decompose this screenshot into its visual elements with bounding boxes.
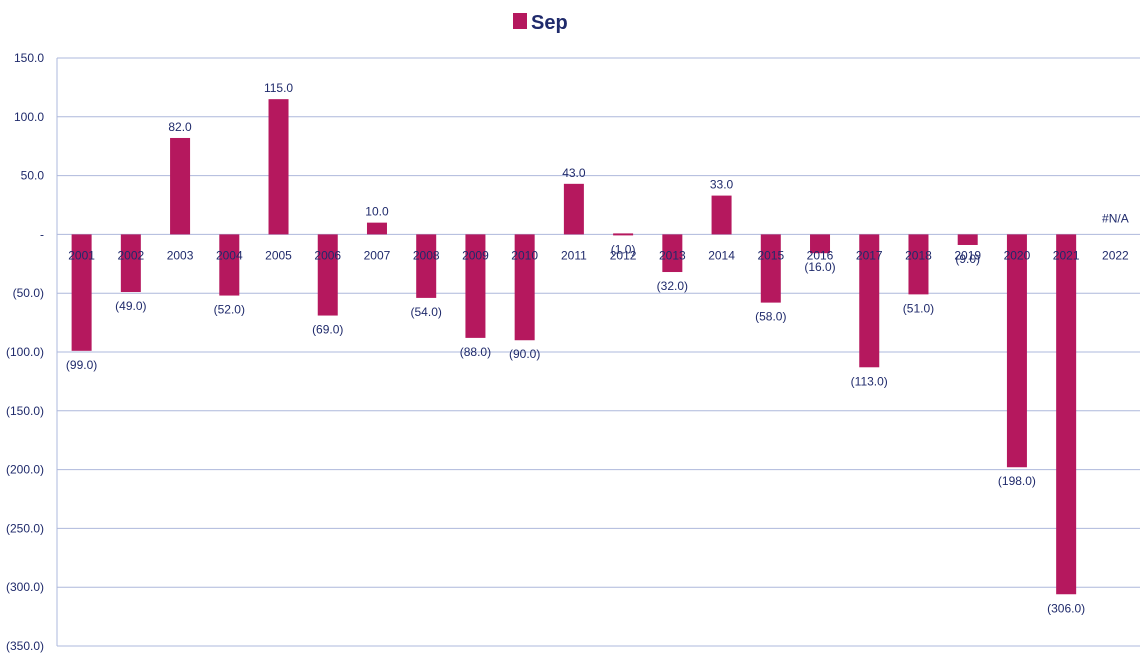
x-tick-label: 2015 <box>757 248 784 262</box>
bar <box>268 99 289 235</box>
bar <box>957 234 978 245</box>
bar <box>711 195 732 235</box>
x-tick-label: 2021 <box>1053 248 1080 262</box>
y-tick-label: (150.0) <box>6 404 44 418</box>
x-tick-label: 2022 <box>1102 248 1129 262</box>
x-tick-label: 2001 <box>68 248 95 262</box>
data-label: 82.0 <box>168 120 192 134</box>
x-tick-label: 2016 <box>807 248 834 262</box>
bar <box>120 234 141 293</box>
bar <box>662 234 683 273</box>
data-label: (99.0) <box>66 358 97 372</box>
x-tick-label: 2003 <box>167 248 194 262</box>
data-label: (9.0) <box>955 252 980 266</box>
data-label: (51.0) <box>903 301 934 315</box>
x-tick-label: 2018 <box>905 248 932 262</box>
bar <box>219 234 240 296</box>
bar <box>465 234 486 338</box>
x-tick-label: 2020 <box>1004 248 1031 262</box>
x-tick-label: 2002 <box>117 248 144 262</box>
y-tick-label: 50.0 <box>21 169 45 183</box>
data-labels: (99.0) (49.0) 82.0 (52.0) 115.0 (69.0) 10.0 (54… <box>66 81 1129 615</box>
data-label: #N/A <box>1102 211 1129 225</box>
bars <box>71 99 1077 595</box>
y-tick-label: 100.0 <box>14 110 44 124</box>
y-tick-label: (50.0) <box>13 286 44 300</box>
data-label: (49.0) <box>115 299 146 313</box>
legend-label: Sep <box>531 12 568 34</box>
bar <box>613 233 634 236</box>
data-label: (52.0) <box>214 303 245 317</box>
data-label: (306.0) <box>1047 601 1085 615</box>
bar <box>317 234 338 316</box>
gridlines <box>56 57 1140 647</box>
x-tick-label: 2012 <box>610 248 637 262</box>
bar <box>514 234 535 341</box>
bar <box>810 234 831 254</box>
x-tick-label: 2005 <box>265 248 292 262</box>
x-tick-label: 2008 <box>413 248 440 262</box>
y-tick-label: (100.0) <box>6 345 44 359</box>
bar <box>1006 234 1027 468</box>
y-tick-label: - <box>40 227 44 241</box>
data-label: (1.0) <box>611 243 636 257</box>
x-tick-label: 2009 <box>462 248 489 262</box>
bar <box>908 234 929 295</box>
data-label: (113.0) <box>851 374 888 388</box>
y-tick-label: (350.0) <box>6 639 44 653</box>
bar <box>170 137 191 235</box>
data-label: (16.0) <box>804 260 835 274</box>
y-tick-label: (200.0) <box>6 463 44 477</box>
y-tick-label: (250.0) <box>6 521 44 535</box>
y-tick-label: 150.0 <box>14 51 44 65</box>
data-label: (90.0) <box>509 347 540 361</box>
x-tick-label: 2004 <box>216 248 243 262</box>
bar <box>859 234 880 368</box>
x-tick-label: 2019 <box>954 248 981 262</box>
x-tick-label: 2007 <box>364 248 391 262</box>
bar <box>1056 234 1077 595</box>
y-tick-label: (300.0) <box>6 580 44 594</box>
data-label: 43.0 <box>562 166 586 180</box>
x-tick-label: 2014 <box>708 248 735 262</box>
y-axis-ticks: 150.0 100.0 50.0 - (50.0) (100.0) (150.0) (200.… <box>6 51 44 653</box>
x-tick-label: 2010 <box>511 248 538 262</box>
data-label: 115.0 <box>264 81 293 95</box>
bar <box>71 234 92 351</box>
bar <box>760 234 781 303</box>
data-label: (32.0) <box>657 279 688 293</box>
x-tick-label: 2011 <box>561 248 587 262</box>
bar <box>416 234 437 298</box>
data-label: (58.0) <box>755 310 786 324</box>
legend-swatch <box>513 13 527 29</box>
x-axis-ticks: 2001 2002 2003 2004 2005 2006 2007 2008 2009 2010… <box>68 248 1129 262</box>
data-label: (54.0) <box>411 305 442 319</box>
legend: Sep <box>513 12 568 34</box>
data-label: (198.0) <box>998 474 1036 488</box>
data-label: 10.0 <box>365 205 389 219</box>
bar <box>366 222 387 235</box>
x-tick-label: 2013 <box>659 248 686 262</box>
x-tick-label: 2006 <box>314 248 341 262</box>
data-label: (69.0) <box>312 323 343 337</box>
x-tick-label: 2017 <box>856 248 883 262</box>
data-label: (88.0) <box>460 345 491 359</box>
bar <box>563 183 584 235</box>
data-label: 33.0 <box>710 178 734 192</box>
